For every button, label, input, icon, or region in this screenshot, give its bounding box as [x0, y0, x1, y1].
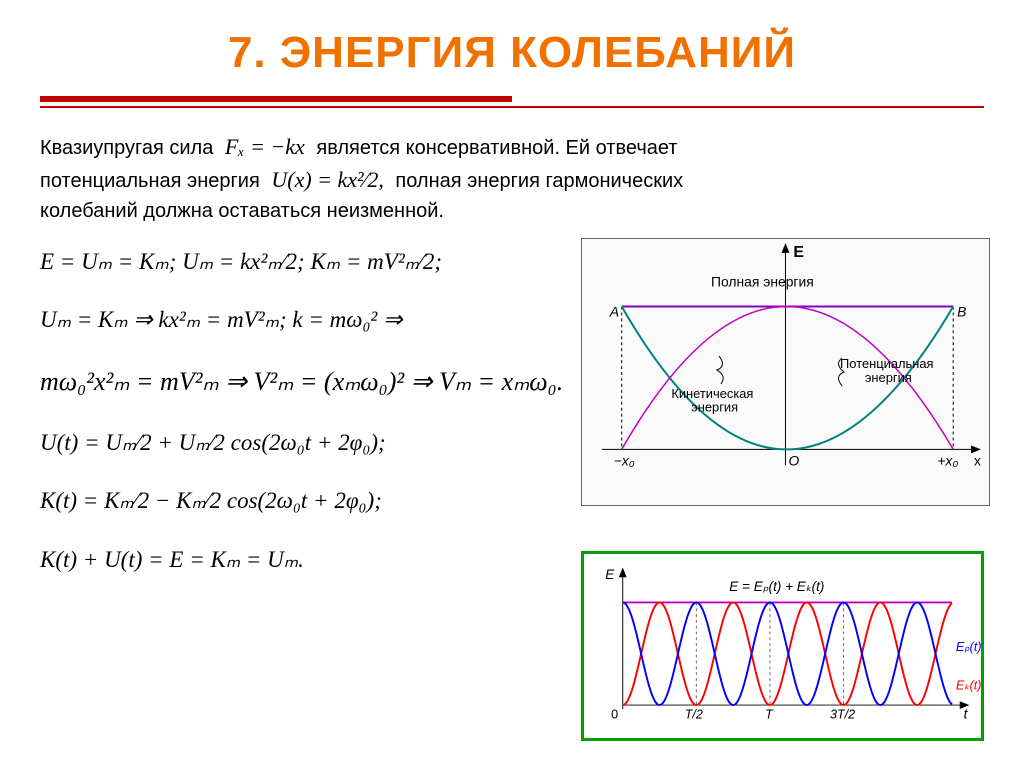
- intro-text: Квазиупругая сила Fₓ = −kx является конс…: [40, 130, 984, 226]
- eq-e: K(t) = Kₘ⁄2 − Kₘ⁄2 cos(2ω₀t + 2φ₀);: [40, 477, 563, 525]
- eq-c: mω₀²x²ₘ = mV²ₘ ⇒ V²ₘ = (xₘω₀)² ⇒ Vₘ = xₘ…: [40, 355, 563, 410]
- fig1-kin: Кинетическая энергия: [672, 386, 758, 415]
- fig2-E: E: [606, 567, 616, 582]
- fig2-t3: 3T/2: [830, 708, 855, 722]
- equations-column: E = Uₘ = Kₘ; Uₘ = kx²ₘ⁄2; Kₘ = mV²ₘ⁄2; U…: [40, 238, 563, 746]
- intro-2a: потенциальная энергия: [40, 170, 265, 192]
- eq-b: Uₘ = Kₘ ⇒ kx²ₘ = mV²ₘ; k = mω₀² ⇒: [40, 296, 563, 344]
- fig1-pot: Потенциальная энергия: [840, 356, 937, 385]
- fig1-B: B: [957, 303, 966, 319]
- u-eq: U(x) = kx²⁄2,: [265, 167, 389, 192]
- fig2-t2: T: [765, 708, 774, 722]
- force-eq: Fₓ = −kx: [219, 134, 311, 159]
- fig1-x-label: x: [974, 452, 981, 468]
- fig2-total: E = Eₚ(t) + Eₖ(t): [729, 579, 824, 594]
- intro-1b: является консервативной. Ей отвечает: [316, 137, 677, 159]
- intro-2b: полная энергия гармонических: [395, 170, 683, 192]
- intro-1a: Квазиупругая сила: [40, 137, 219, 159]
- eq-d: U(t) = Uₘ⁄2 + Uₘ⁄2 cos(2ω₀t + 2φ₀);: [40, 419, 563, 467]
- fig1-A: A: [609, 303, 619, 319]
- fig1-E-label: E: [794, 244, 805, 261]
- rule-thin: [40, 106, 984, 108]
- eq-a: E = Uₘ = Kₘ; Uₘ = kx²ₘ⁄2; Kₘ = mV²ₘ⁄2;: [40, 238, 563, 286]
- fig2-zero: 0: [611, 708, 618, 722]
- fig2-t1: T/2: [685, 708, 703, 722]
- fig1-origin: O: [789, 452, 800, 468]
- fig1-xleft: −x₀: [614, 452, 635, 468]
- fig1-total: Полная энергия: [711, 274, 814, 290]
- fig1-xright: +x₀: [938, 452, 959, 468]
- rule-thick: [40, 96, 512, 102]
- eq-f: K(t) + U(t) = E = Kₘ = Uₘ.: [40, 536, 563, 584]
- page-title: 7. ЭНЕРГИЯ КОЛЕБАНИЙ: [40, 28, 984, 78]
- figure-energy-vs-time: E t 0 E = Eₚ(t) + Eₖ(t) T/2 T 3T/2 Eₚ(t)…: [581, 551, 984, 741]
- intro-3: колебаний должна оставаться неизменной.: [40, 200, 444, 222]
- fig2-Ep: Eₚ(t): [956, 640, 982, 654]
- figure-energy-vs-x: E x O −x₀ +x₀ Полная энергия A B Кинетич…: [581, 238, 990, 506]
- fig2-Ek: Eₖ(t): [956, 679, 982, 693]
- fig2-t: t: [964, 707, 969, 722]
